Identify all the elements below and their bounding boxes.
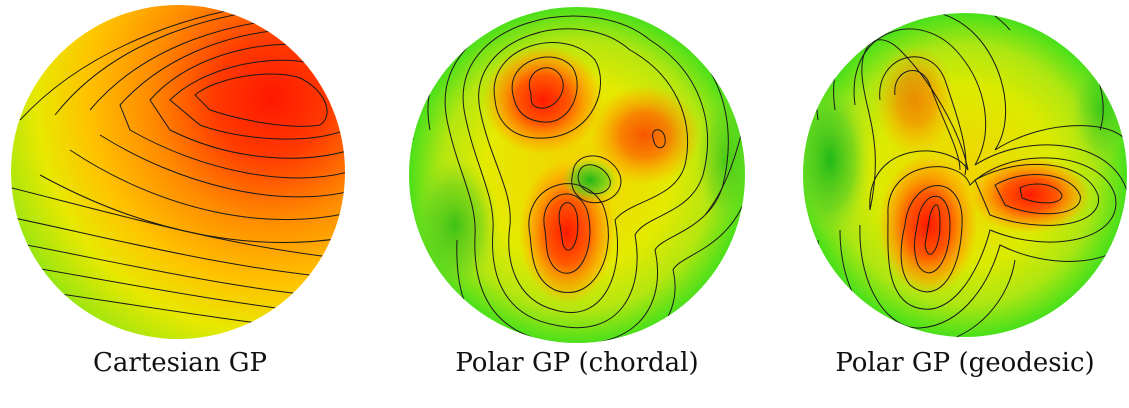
caption-cartesian-gp: Cartesian GP [92,348,268,378]
polar-gp-chordal-contour-plot [409,7,745,343]
caption-polar-gp-geodesic: Polar GP (geodesic) [835,348,1095,378]
polar-gp-geodesic-contour-plot [803,13,1127,337]
cartesian-gp-contour-plot [11,5,345,339]
panel-cartesian-gp [0,0,360,345]
panel-polar-gp-chordal [405,0,750,345]
caption-polar-gp-chordal: Polar GP (chordal) [455,348,699,378]
cartesian-gp-disk [11,5,345,339]
panel-polar-gp-geodesic [800,0,1129,345]
